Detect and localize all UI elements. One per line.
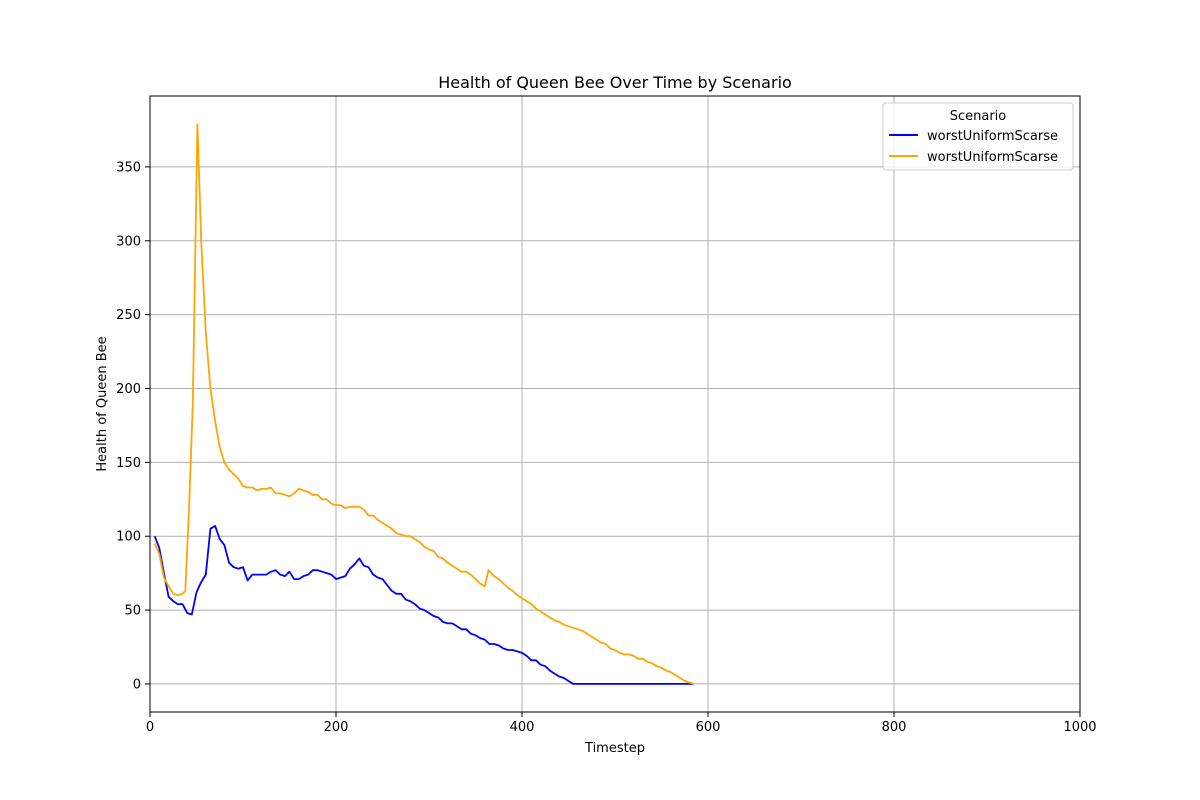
x-tick-label: 1000	[1063, 720, 1096, 735]
x-tick-label: 400	[510, 720, 535, 735]
series-line-1	[153, 525, 694, 685]
x-tick-label: 600	[696, 720, 721, 735]
x-tick-label: 800	[882, 720, 907, 735]
y-axis-ticks: 0 50 100 150 200 250 300 350	[116, 160, 150, 692]
series-line-2	[153, 123, 695, 685]
legend-title: Scenario	[950, 109, 1007, 124]
x-axis-ticks: 0 200 400 600 800 1000	[146, 712, 1097, 735]
grid-lines	[149, 96, 1081, 712]
y-tick-label: 200	[116, 382, 141, 397]
x-tick-label: 0	[146, 720, 154, 735]
y-tick-label: 0	[133, 677, 141, 692]
plot-frame	[149, 95, 1081, 713]
y-tick-label: 150	[116, 456, 141, 471]
x-axis-label: Timestep	[584, 741, 645, 756]
series-layer	[153, 123, 695, 685]
legend-label-2: worstUniformScarse	[927, 150, 1058, 165]
legend-entries: worstUniformScarse worstUniformScarse	[889, 129, 1058, 165]
y-tick-label: 350	[116, 160, 141, 175]
y-axis-label: Health of Queen Bee	[95, 336, 110, 471]
legend: Scenario worstUniformScarseworstUniformS…	[882, 102, 1074, 171]
y-tick-label: 50	[124, 604, 141, 619]
chart-title: Health of Queen Bee Over Time by Scenari…	[438, 73, 792, 92]
legend-box	[882, 102, 1074, 171]
y-tick-label: 250	[116, 308, 141, 323]
x-tick-label: 200	[324, 720, 349, 735]
legend-label-1: worstUniformScarse	[927, 129, 1058, 144]
y-tick-label: 300	[116, 234, 141, 249]
y-tick-label: 100	[116, 530, 141, 545]
